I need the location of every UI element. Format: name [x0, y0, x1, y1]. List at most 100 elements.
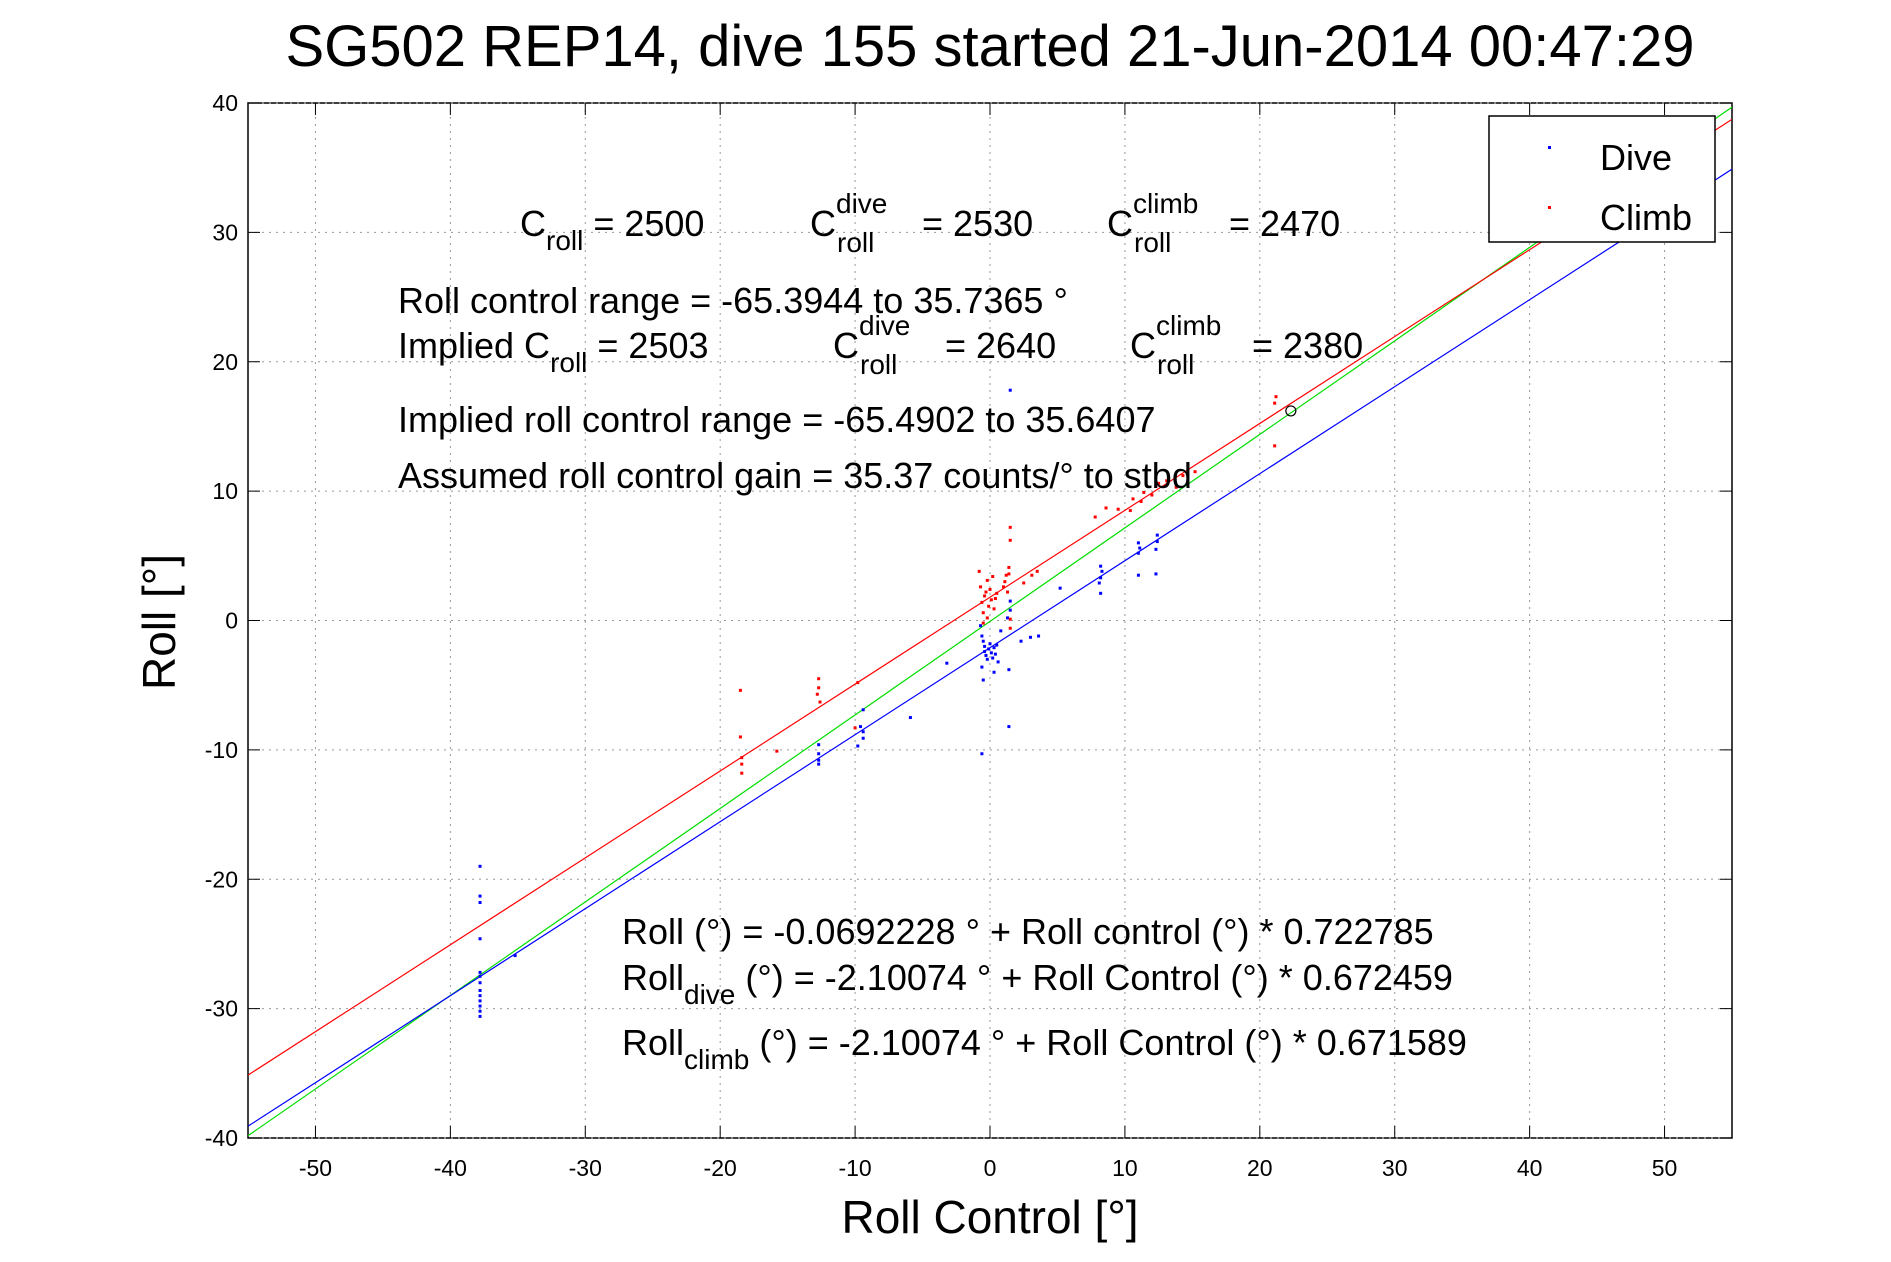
current-marker-circle — [1285, 405, 1297, 417]
x-tick-label: 10 — [1112, 1155, 1138, 1181]
data-point — [817, 752, 821, 756]
data-point — [1154, 572, 1158, 576]
legend-marker-dive — [1548, 146, 1551, 149]
data-point — [740, 756, 744, 760]
data-point — [478, 974, 482, 978]
x-tick-label: 30 — [1382, 1155, 1408, 1181]
y-tick-label: 40 — [212, 90, 238, 116]
data-point — [1138, 546, 1142, 550]
annotation-range: Roll control range = -65.3944 to 35.7365… — [398, 280, 1068, 321]
x-tick-label: 0 — [984, 1155, 997, 1181]
data-point — [1008, 617, 1012, 621]
current-marker — [1285, 405, 1297, 417]
y-tick-label: 20 — [212, 349, 238, 375]
data-point — [1136, 541, 1140, 545]
annotation-c-roll-dive: Cdive roll = 2530 — [810, 188, 1033, 258]
data-point — [478, 937, 482, 941]
data-point — [1058, 586, 1062, 590]
data-point — [861, 708, 865, 712]
data-point — [1104, 506, 1108, 510]
legend-marker-climb — [1548, 206, 1551, 209]
data-point — [987, 647, 991, 651]
data-point — [1273, 444, 1277, 448]
y-tick-label: -30 — [205, 996, 238, 1022]
data-point — [981, 621, 985, 625]
x-tick-label: -40 — [434, 1155, 467, 1181]
legend-label-climb: Climb — [1600, 197, 1692, 238]
data-point — [1008, 599, 1012, 603]
data-point — [985, 578, 989, 582]
data-point — [1116, 507, 1120, 511]
annotation-implied-range: Implied roll control range = -65.4902 to… — [398, 399, 1156, 440]
x-tick-label: -30 — [569, 1155, 602, 1181]
data-point — [817, 686, 821, 690]
y-axis-label: Roll [°] — [133, 554, 185, 690]
y-tick-label: -40 — [205, 1125, 238, 1151]
x-tick-label: 40 — [1517, 1155, 1543, 1181]
data-point — [817, 758, 821, 762]
data-point — [1037, 634, 1041, 638]
data-point — [992, 607, 996, 611]
data-point — [1006, 616, 1010, 620]
x-tick-label: -20 — [704, 1155, 737, 1181]
data-point — [1097, 581, 1101, 585]
x-tick-labels: -50 -40 -30 -20 -10 0 10 20 30 40 50 — [299, 1155, 1678, 1181]
series-climb — [738, 395, 1278, 775]
data-point — [989, 651, 993, 655]
data-point — [478, 999, 482, 1003]
data-point — [985, 616, 989, 620]
data-point — [984, 653, 988, 657]
y-tick-label: -20 — [205, 866, 238, 892]
data-point — [1154, 547, 1158, 551]
chart-title: SG502 REP14, dive 155 started 21-Jun-201… — [285, 14, 1694, 79]
x-tick-label: -50 — [299, 1155, 332, 1181]
data-point — [1142, 490, 1146, 494]
data-point — [995, 643, 999, 647]
data-point — [908, 716, 912, 720]
legend-label-dive: Dive — [1600, 137, 1672, 178]
y-tick-label: 30 — [212, 219, 238, 245]
y-tick-label: 10 — [212, 478, 238, 504]
annotation-implied-c-roll: Implied Croll = 2503 — [398, 325, 709, 378]
data-point — [478, 901, 482, 905]
annotation-c-roll: Croll = 2500 — [520, 203, 704, 256]
data-point — [992, 646, 996, 650]
data-point — [1007, 565, 1011, 569]
data-point — [1150, 493, 1154, 497]
data-point — [478, 1004, 482, 1008]
data-point — [981, 639, 985, 643]
data-point — [995, 591, 999, 595]
x-tick-label: 50 — [1652, 1155, 1678, 1181]
data-point — [983, 650, 987, 654]
data-point — [478, 1014, 482, 1018]
data-point — [993, 597, 997, 601]
data-point — [1001, 585, 1005, 589]
data-point — [980, 634, 984, 638]
annotation-fit-dive: Rolldive (°) = -2.10074 ° + Roll Control… — [622, 957, 1453, 1010]
data-point — [987, 604, 991, 608]
data-point — [478, 1009, 482, 1013]
data-point — [1100, 569, 1104, 573]
data-point — [981, 678, 985, 682]
data-point — [740, 771, 744, 775]
data-point — [979, 585, 983, 589]
data-point — [991, 656, 995, 660]
data-point — [980, 600, 984, 604]
data-point — [1035, 569, 1039, 573]
data-point — [1007, 572, 1011, 576]
data-point — [1193, 470, 1197, 474]
data-point — [981, 611, 985, 615]
data-point — [1008, 538, 1012, 542]
data-point — [1028, 635, 1032, 639]
data-point — [1099, 591, 1103, 595]
data-point — [1157, 481, 1161, 485]
data-point — [478, 970, 482, 974]
data-point — [1131, 497, 1135, 501]
data-point — [1008, 388, 1012, 392]
legend: Dive Climb — [1488, 115, 1716, 243]
axis-ticks — [248, 102, 1732, 1139]
data-point — [1154, 484, 1158, 488]
data-point — [478, 981, 482, 985]
data-point — [856, 744, 860, 748]
